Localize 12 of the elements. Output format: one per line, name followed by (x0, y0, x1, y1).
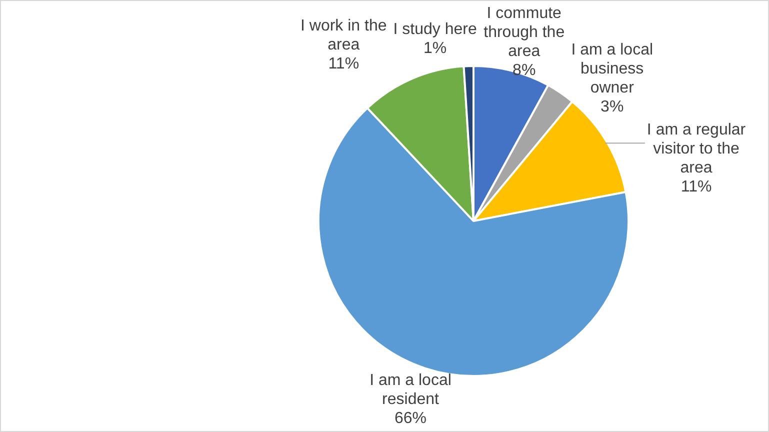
slice-label: I commute through the area (484, 4, 565, 60)
slice-label: I am a local business owner (571, 42, 654, 97)
slice-label: I am a regular visitor to the area (646, 122, 746, 177)
data-label: 11% (328, 56, 360, 73)
data-label: 66% (394, 410, 427, 427)
data-label: 8% (512, 62, 536, 79)
slice-label: I work in the area (300, 18, 387, 54)
data-label: 1% (424, 40, 447, 57)
slice-label: I am a local resident (370, 372, 452, 408)
slice-label: I study here (393, 20, 477, 38)
data-label: 11% (680, 178, 712, 196)
data-label: 3% (600, 98, 624, 116)
